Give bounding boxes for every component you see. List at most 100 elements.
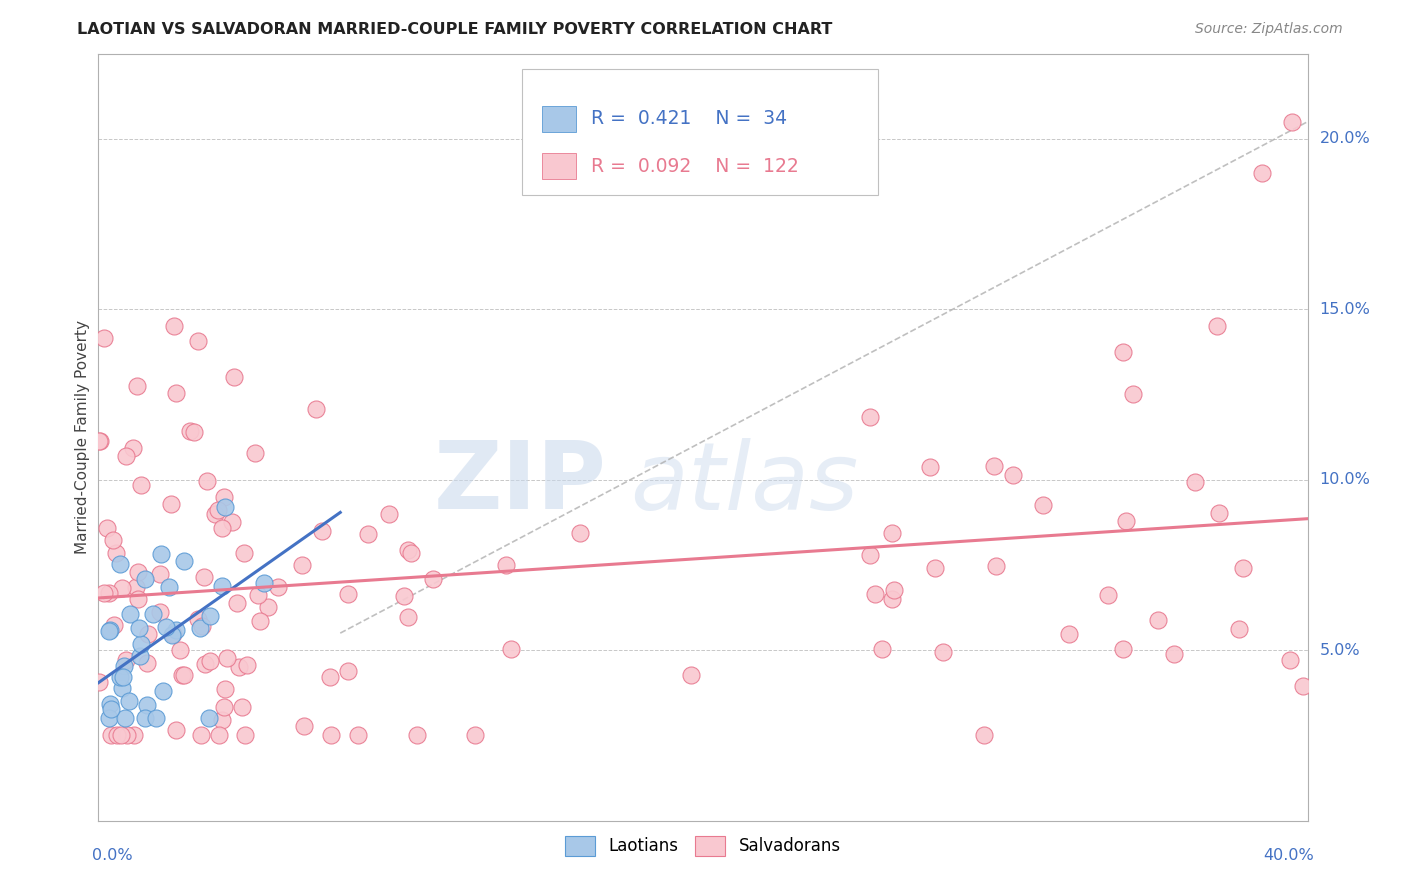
- Point: [89, 674, 111, 689]
- Point: [1122, 387, 1144, 401]
- Point: [1208, 506, 1230, 520]
- Point: [1112, 345, 1135, 359]
- Point: [134, 572, 156, 586]
- Point: [117, 728, 139, 742]
- Point: [190, 728, 212, 742]
- Point: [159, 496, 181, 510]
- Point: [872, 641, 894, 656]
- Point: [311, 524, 333, 538]
- Point: [96, 521, 118, 535]
- Point: [157, 580, 180, 594]
- Point: [882, 592, 904, 607]
- Point: [883, 582, 905, 597]
- Point: [267, 581, 290, 595]
- Point: [501, 641, 523, 656]
- Point: [231, 700, 253, 714]
- Point: [110, 728, 132, 742]
- Point: [399, 546, 422, 560]
- Text: 20.0%: 20.0%: [1320, 131, 1371, 146]
- Point: [215, 650, 238, 665]
- Point: [1032, 498, 1054, 512]
- Point: [233, 728, 256, 742]
- Point: [224, 370, 246, 384]
- Text: 0.0%: 0.0%: [93, 848, 134, 863]
- Point: [152, 684, 174, 698]
- Point: [378, 507, 401, 521]
- Point: [129, 637, 152, 651]
- Point: [249, 614, 271, 628]
- Point: [211, 521, 233, 535]
- Legend: Laotians, Salvadorans: Laotians, Salvadorans: [558, 830, 848, 863]
- Point: [211, 713, 233, 727]
- Point: [212, 490, 235, 504]
- Point: [136, 627, 159, 641]
- Point: [163, 319, 186, 334]
- Point: [165, 723, 187, 738]
- Point: [394, 590, 416, 604]
- Text: LAOTIAN VS SALVADORAN MARRIED-COUPLE FAMILY POVERTY CORRELATION CHART: LAOTIAN VS SALVADORAN MARRIED-COUPLE FAM…: [77, 22, 832, 37]
- Text: 5.0%: 5.0%: [1320, 642, 1360, 657]
- Point: [103, 617, 125, 632]
- Point: [111, 681, 134, 695]
- Point: [1206, 319, 1229, 334]
- Point: [98, 624, 121, 639]
- Point: [924, 560, 946, 574]
- Point: [128, 621, 150, 635]
- Point: [173, 667, 195, 681]
- Text: R =  0.421    N =  34: R = 0.421 N = 34: [591, 109, 787, 128]
- Point: [1115, 514, 1137, 528]
- Point: [97, 711, 120, 725]
- Point: [291, 558, 314, 572]
- Point: [98, 623, 121, 637]
- Point: [211, 579, 233, 593]
- Point: [396, 543, 419, 558]
- Point: [305, 401, 328, 416]
- Point: [221, 516, 243, 530]
- Bar: [543, 106, 576, 132]
- Point: [226, 596, 249, 610]
- Point: [863, 587, 886, 601]
- Point: [127, 565, 149, 579]
- Point: [127, 591, 149, 606]
- Point: [1097, 588, 1119, 602]
- Point: [1278, 653, 1301, 667]
- Point: [204, 507, 226, 521]
- Point: [405, 728, 427, 742]
- Point: [336, 587, 359, 601]
- Point: [319, 670, 342, 684]
- Point: [253, 575, 276, 590]
- Text: atlas: atlas: [630, 438, 859, 529]
- Point: [110, 558, 132, 572]
- Point: [125, 580, 148, 594]
- Point: [214, 681, 236, 696]
- Point: [207, 503, 229, 517]
- Text: ZIP: ZIP: [433, 437, 606, 529]
- Point: [195, 475, 218, 489]
- Point: [495, 558, 517, 572]
- Point: [98, 585, 121, 599]
- Point: [243, 445, 266, 459]
- Point: [983, 459, 1005, 474]
- Point: [149, 566, 172, 581]
- Point: [101, 533, 124, 547]
- Text: R =  0.092    N =  122: R = 0.092 N = 122: [591, 157, 799, 176]
- Point: [111, 582, 134, 596]
- Point: [114, 653, 136, 667]
- Point: [920, 460, 942, 475]
- Point: [464, 728, 486, 742]
- Point: [859, 410, 882, 425]
- Point: [187, 612, 209, 626]
- Point: [859, 548, 882, 562]
- Point: [198, 654, 221, 668]
- Point: [198, 609, 221, 624]
- Point: [214, 500, 236, 514]
- Point: [973, 728, 995, 742]
- Point: [1251, 166, 1274, 180]
- Point: [235, 657, 257, 672]
- Point: [1163, 647, 1185, 661]
- Point: [129, 648, 152, 663]
- Point: [93, 586, 115, 600]
- Point: [1057, 627, 1080, 641]
- Point: [357, 526, 380, 541]
- Point: [145, 711, 167, 725]
